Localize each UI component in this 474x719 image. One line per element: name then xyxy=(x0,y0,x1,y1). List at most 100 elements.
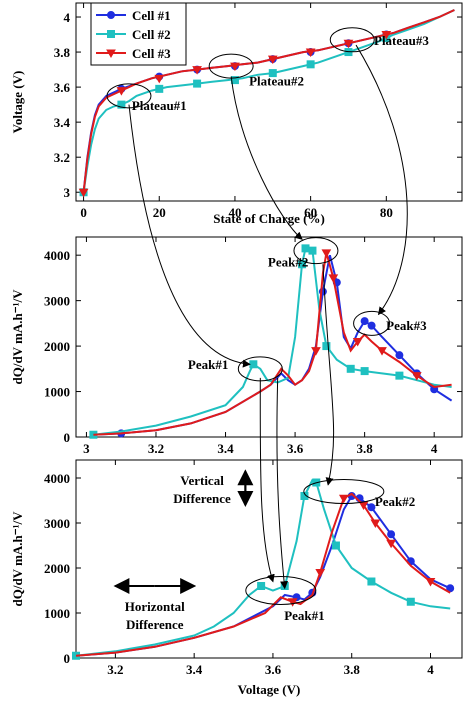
y-tick-label: 2000 xyxy=(44,561,70,576)
data-point-cell1 xyxy=(387,530,396,539)
connector-peak1-peak1 xyxy=(259,377,275,583)
connector-peak1b-peak1 xyxy=(276,377,289,590)
data-point-cell3 xyxy=(343,39,354,49)
peak-ellipse xyxy=(293,237,339,265)
x-tick-label: 40 xyxy=(228,205,241,220)
x-tick-label: 3.2 xyxy=(107,662,123,677)
data-point-cell2 xyxy=(249,360,258,369)
x-tick-label: 4 xyxy=(427,662,434,677)
y-tick-label: 4 xyxy=(64,10,71,25)
legend-label-cell1: Cell #1 xyxy=(132,8,171,23)
y-tick-label: 3000 xyxy=(44,294,70,309)
data-point-cell3 xyxy=(230,62,240,72)
y-axis-label: Voltage (V) xyxy=(10,71,25,134)
legend-label-cell3: Cell #3 xyxy=(132,46,171,61)
peak-ellipse xyxy=(245,576,317,605)
series-line-cell2 xyxy=(75,478,451,657)
data-point-cell3 xyxy=(381,31,392,40)
y-tick-label: 1000 xyxy=(44,606,70,621)
data-point-cell3 xyxy=(425,578,436,587)
data-point-cell3 xyxy=(154,74,165,84)
legend-label-cell2: Cell #2 xyxy=(132,27,171,42)
data-point-cell2 xyxy=(395,371,404,380)
legend-marker-cell3 xyxy=(106,49,116,59)
y-tick-label: 3.8 xyxy=(54,45,71,60)
connector-plateau1-peak1 xyxy=(128,104,251,368)
legend: Cell #1 Cell #2 Cell #3 xyxy=(90,2,187,66)
x-tick-label: 3 xyxy=(83,441,90,456)
x-tick-label: 3.2 xyxy=(148,441,164,456)
legend-item-cell1: Cell #1 xyxy=(96,8,171,23)
data-point-cell3 xyxy=(338,494,349,504)
series-line-cell2 xyxy=(93,247,452,436)
series-cell1 xyxy=(93,254,453,438)
connector-plateau2-peak2 xyxy=(230,76,303,240)
plot-frame xyxy=(75,459,463,659)
annotation-label: Peak#2 xyxy=(375,494,415,509)
data-point-cell3 xyxy=(78,188,89,198)
annotation-label: Difference xyxy=(126,617,184,632)
series-cell3 xyxy=(93,249,452,436)
y-tick-label: 1000 xyxy=(44,385,70,400)
legend-marker-cell2 xyxy=(107,30,115,38)
data-point-cell3 xyxy=(267,55,278,65)
annotation-label: Horizontal xyxy=(125,599,185,614)
plot-frame xyxy=(75,2,463,202)
series-cell3 xyxy=(78,9,455,198)
data-point-cell2 xyxy=(306,60,315,69)
chart-panel-voltage-vs-soc: 0 20 40 60 80 3 3.2 3.4 3.6 3.8 4 State of Charge (… xyxy=(10,2,463,226)
annotation-label: Plateau#3 xyxy=(374,33,429,48)
x-tick-label: 20 xyxy=(153,205,166,220)
annotation-label: Peak#3 xyxy=(386,318,427,333)
data-point-cell2 xyxy=(406,597,415,606)
y-axis-label: dQ/dV mA.h⁻¹/V xyxy=(10,289,25,385)
annotation-label: Plateau#1 xyxy=(132,98,187,113)
x-tick-label: 3.4 xyxy=(186,662,203,677)
data-point-cell3 xyxy=(116,87,127,96)
data-point-cell3 xyxy=(311,347,321,356)
data-point-cell3 xyxy=(305,48,316,58)
x-tick-label: 3.6 xyxy=(265,662,282,677)
data-point-cell2 xyxy=(360,367,369,376)
connector-plateau3-peak3 xyxy=(355,44,408,316)
data-point-cell3 xyxy=(386,539,396,549)
data-point-cell1 xyxy=(395,351,404,360)
peak-ellipse xyxy=(303,479,385,504)
annotation-label: Difference xyxy=(173,491,231,506)
data-point-cell1 xyxy=(367,503,376,512)
legend-marker-cell1 xyxy=(107,11,115,19)
data-point-cell2 xyxy=(346,364,355,373)
data-point-cell3 xyxy=(287,598,298,607)
x-tick-label: 3.8 xyxy=(357,441,374,456)
chart-panel-dqdv-top: 3 3.2 3.4 3.6 3.8 4 0 1000 2000 3000 4000 dQ/dV mA.… xyxy=(10,236,463,456)
y-tick-label: 3 xyxy=(64,185,71,200)
plot-frame xyxy=(75,236,463,438)
y-tick-label: 3.4 xyxy=(54,115,71,130)
y-tick-label: 0 xyxy=(64,430,71,445)
annotation-label: Peak#1 xyxy=(188,357,228,372)
data-point-cell3 xyxy=(377,347,387,356)
data-point-cell2 xyxy=(193,79,202,88)
y-tick-label: 2000 xyxy=(44,339,70,354)
x-tick-label: 3.6 xyxy=(287,441,304,456)
data-point-cell3 xyxy=(411,372,422,381)
y-tick-label: 3000 xyxy=(44,516,70,531)
x-tick-label: 60 xyxy=(304,205,317,220)
legend-item-cell2: Cell #2 xyxy=(96,27,171,42)
x-tick-label: 0 xyxy=(80,205,87,220)
data-point-cell2 xyxy=(367,577,376,586)
data-point-cell2 xyxy=(257,582,266,590)
annotation-label: Peak#2 xyxy=(268,255,308,270)
x-tick-label: 4 xyxy=(431,441,438,456)
legend-item-cell3: Cell #3 xyxy=(96,46,171,61)
annotation-label: Peak#1 xyxy=(284,608,324,623)
peak-ellipse xyxy=(353,310,391,336)
x-axis-label: State of Charge (%) xyxy=(213,211,325,226)
x-tick-label: 3.4 xyxy=(217,441,234,456)
data-point-cell1 xyxy=(360,317,369,326)
data-point-cell3 xyxy=(328,274,339,283)
series-cell3 xyxy=(75,492,451,657)
y-tick-label: 4000 xyxy=(44,248,70,263)
data-point-cell2 xyxy=(268,69,277,78)
